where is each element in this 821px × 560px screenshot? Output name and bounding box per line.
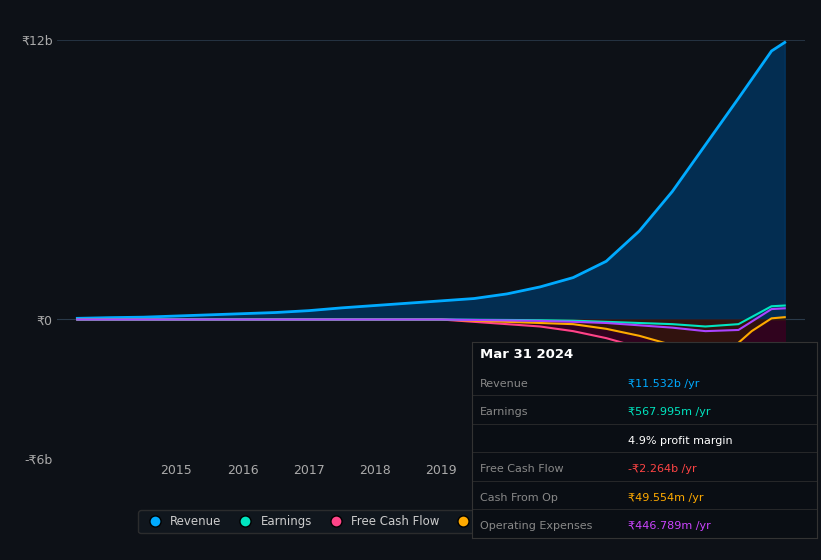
Text: ₹567.995m /yr: ₹567.995m /yr — [628, 407, 710, 417]
Text: ₹11.532b /yr: ₹11.532b /yr — [628, 379, 699, 389]
Text: ₹446.789m /yr: ₹446.789m /yr — [628, 521, 711, 531]
Text: Revenue: Revenue — [480, 379, 529, 389]
Text: Operating Expenses: Operating Expenses — [480, 521, 593, 531]
Text: -₹2.264b /yr: -₹2.264b /yr — [628, 464, 697, 474]
Text: Mar 31 2024: Mar 31 2024 — [480, 348, 574, 361]
Legend: Revenue, Earnings, Free Cash Flow, Cash From Op, Operating Expenses: Revenue, Earnings, Free Cash Flow, Cash … — [139, 511, 723, 533]
Text: ₹49.554m /yr: ₹49.554m /yr — [628, 493, 704, 503]
Text: Cash From Op: Cash From Op — [480, 493, 558, 503]
Text: 4.9% profit margin: 4.9% profit margin — [628, 436, 732, 446]
Text: Earnings: Earnings — [480, 407, 529, 417]
Text: Free Cash Flow: Free Cash Flow — [480, 464, 564, 474]
